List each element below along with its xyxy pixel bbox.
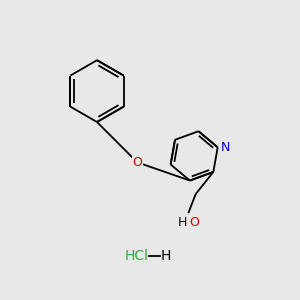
Text: H: H	[178, 216, 187, 229]
Text: O: O	[132, 156, 142, 169]
Text: H: H	[161, 249, 171, 263]
Text: N: N	[220, 141, 230, 154]
Text: HCl: HCl	[125, 249, 149, 263]
Text: O: O	[189, 216, 199, 229]
